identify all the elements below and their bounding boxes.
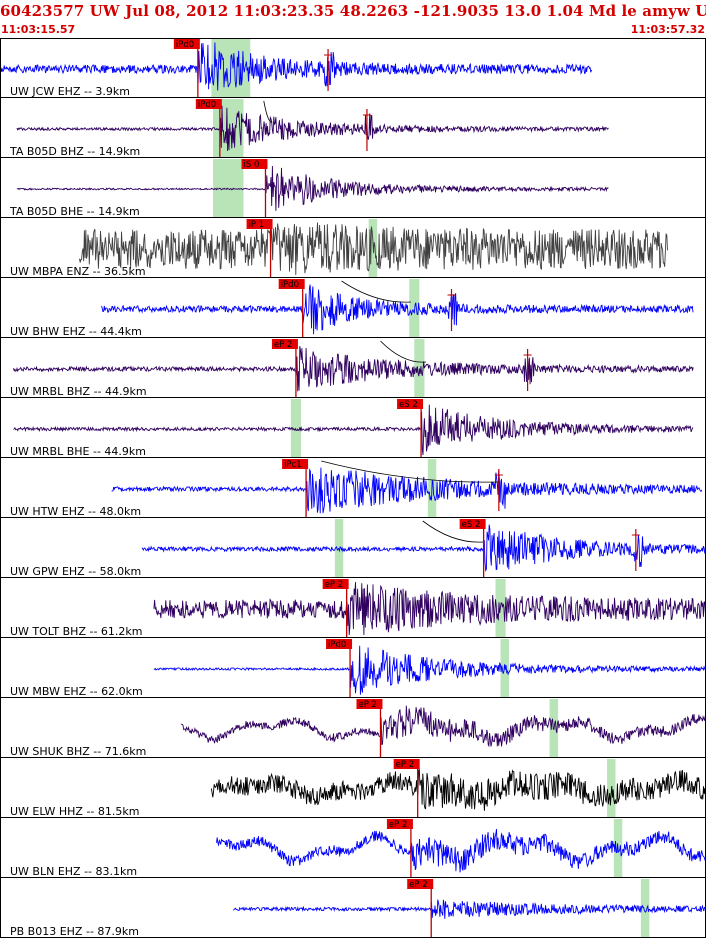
waveform [13,346,694,392]
pick-label-box[interactable] [322,579,349,589]
pick-window[interactable] [409,279,420,337]
trace-row[interactable]: eS 2 UW MRBL BHE -- 44.9km [0,399,706,458]
pick-window[interactable] [334,519,344,577]
pick-label: iS 0 [243,160,259,170]
trace-row[interactable]: eP 2 UW ELW HHZ -- 81.5km [0,759,706,818]
station-label: UW MRBL BHE -- 44.9km [10,445,146,458]
waveform [16,165,609,211]
waveform [141,524,706,573]
predicted-arrival-curve [341,280,411,303]
pick-label-box[interactable] [386,819,413,829]
trace-row[interactable]: iPd0 UW JCW EHZ -- 3.9km [0,38,706,99]
pick-label: iPd0 [176,40,194,50]
pick-label: eP 2 [389,820,407,830]
predicted-arrival-curve [263,100,273,123]
predicted-arrival-curve [380,340,427,363]
waveform [210,768,706,811]
station-label: UW ELW HHZ -- 81.5km [10,805,139,818]
trace-row[interactable]: eP 2 PB B013 EHZ -- 87.9km [0,879,706,938]
station-label: PB B013 EHZ -- 87.9km [10,925,139,938]
pick-window[interactable] [213,159,244,217]
pick-label-box[interactable] [278,279,305,289]
station-label: TA B05D BHZ -- 14.9km [9,145,140,158]
pick-window[interactable] [414,339,425,397]
pick-label-box[interactable] [241,159,268,169]
station-label: UW BLN EHZ -- 83.1km [10,865,137,878]
trace-row[interactable]: eP 2 UW TOLT BHZ -- 61.2km [0,579,706,638]
pick-label: iPc1 [284,460,302,470]
waveform [153,582,706,636]
station-label: UW SHUK BHZ -- 71.6km [10,745,146,758]
waveform [0,42,592,91]
trace-row[interactable]: iPd0 UW MBW EHZ -- 62.0km [0,639,706,698]
trace-panel[interactable]: iPd0 UW JCW EHZ -- 3.9km iPd0 TA B05D BHZ -… [0,38,706,938]
pick-label: iPd0 [198,100,216,110]
pick-label: eP 2 [358,700,376,710]
trace-row[interactable]: iS 0 TA B05D BHE -- 14.9km [0,159,706,218]
pick-label-box[interactable] [356,699,383,709]
pick-label-box[interactable] [397,399,424,409]
trace-row[interactable]: iPc1 UW HTW EHZ -- 48.0km [0,459,706,518]
pick-label: iPd0 [328,640,346,650]
event-header: 60423577 UW Jul 08, 2012 11:03:23.35 48.… [0,0,706,38]
pick-label-box[interactable] [407,879,434,889]
trace-row[interactable]: iP 1 UW MBPA ENZ -- 36.5km [0,219,706,278]
waveform [101,284,694,335]
pick-label-box[interactable] [246,219,273,229]
station-label: UW MBPA ENZ -- 36.5km [10,265,146,278]
pick-label: iPd0 [281,280,299,290]
station-label: UW BHW EHZ -- 44.4km [10,325,142,338]
trace-row[interactable]: eP 2 UW BLN EHZ -- 83.1km [0,819,706,878]
trace-row[interactable]: eP 2 UW SHUK BHZ -- 71.6km [0,699,706,758]
station-label: UW MRBL BHZ -- 44.9km [10,385,147,398]
waveform [13,404,694,456]
waveform [153,645,706,695]
trace-row[interactable]: eS 2 UW GPW EHZ -- 58.0km [0,519,706,578]
waveform [216,829,706,873]
pick-label: eS 2 [462,520,481,530]
pick-label: eP 2 [274,340,292,350]
station-label: UW MBW EHZ -- 62.0km [10,685,143,698]
station-label: UW HTW EHZ -- 48.0km [10,505,141,518]
station-label: UW TOLT BHZ -- 61.2km [10,625,143,638]
waveform [79,222,668,276]
pick-label: eP 2 [325,580,343,590]
pick-label: eS 2 [399,400,418,410]
predicted-arrival-curve [321,460,499,483]
waveform [180,705,706,748]
time-start: 11:03:15.57 [1,23,76,36]
pick-label: eP 2 [409,880,427,890]
waveform [233,899,706,919]
pick-label-box[interactable] [459,519,486,529]
waveform [111,467,703,514]
event-title: 60423577 UW Jul 08, 2012 11:03:23.35 48.… [0,2,706,20]
pick-label-box[interactable] [393,759,420,769]
predicted-arrival-curve [422,520,484,543]
station-label: TA B05D BHE -- 14.9km [9,205,140,218]
pick-window[interactable] [640,879,650,937]
trace-row[interactable]: eP 2 UW MRBL BHZ -- 44.9km [0,339,706,398]
pick-window[interactable] [290,399,302,457]
pick-label-box[interactable] [326,639,353,649]
waveform [16,105,609,152]
trace-row[interactable]: iPd0 UW BHW EHZ -- 44.4km [0,279,706,338]
pick-label: eP 2 [396,760,414,770]
trace-row[interactable]: iPd0 TA B05D BHZ -- 14.9km [0,99,706,158]
pick-label: iP 1 [249,220,265,230]
time-end: 11:03:57.32 [630,23,705,36]
station-label: UW GPW EHZ -- 58.0km [10,565,141,578]
pick-label-box[interactable] [173,39,200,49]
station-label: UW JCW EHZ -- 3.9km [10,85,130,98]
pick-label-box[interactable] [271,339,298,349]
pick-label-box[interactable] [195,99,222,109]
pick-label-box[interactable] [282,459,309,469]
